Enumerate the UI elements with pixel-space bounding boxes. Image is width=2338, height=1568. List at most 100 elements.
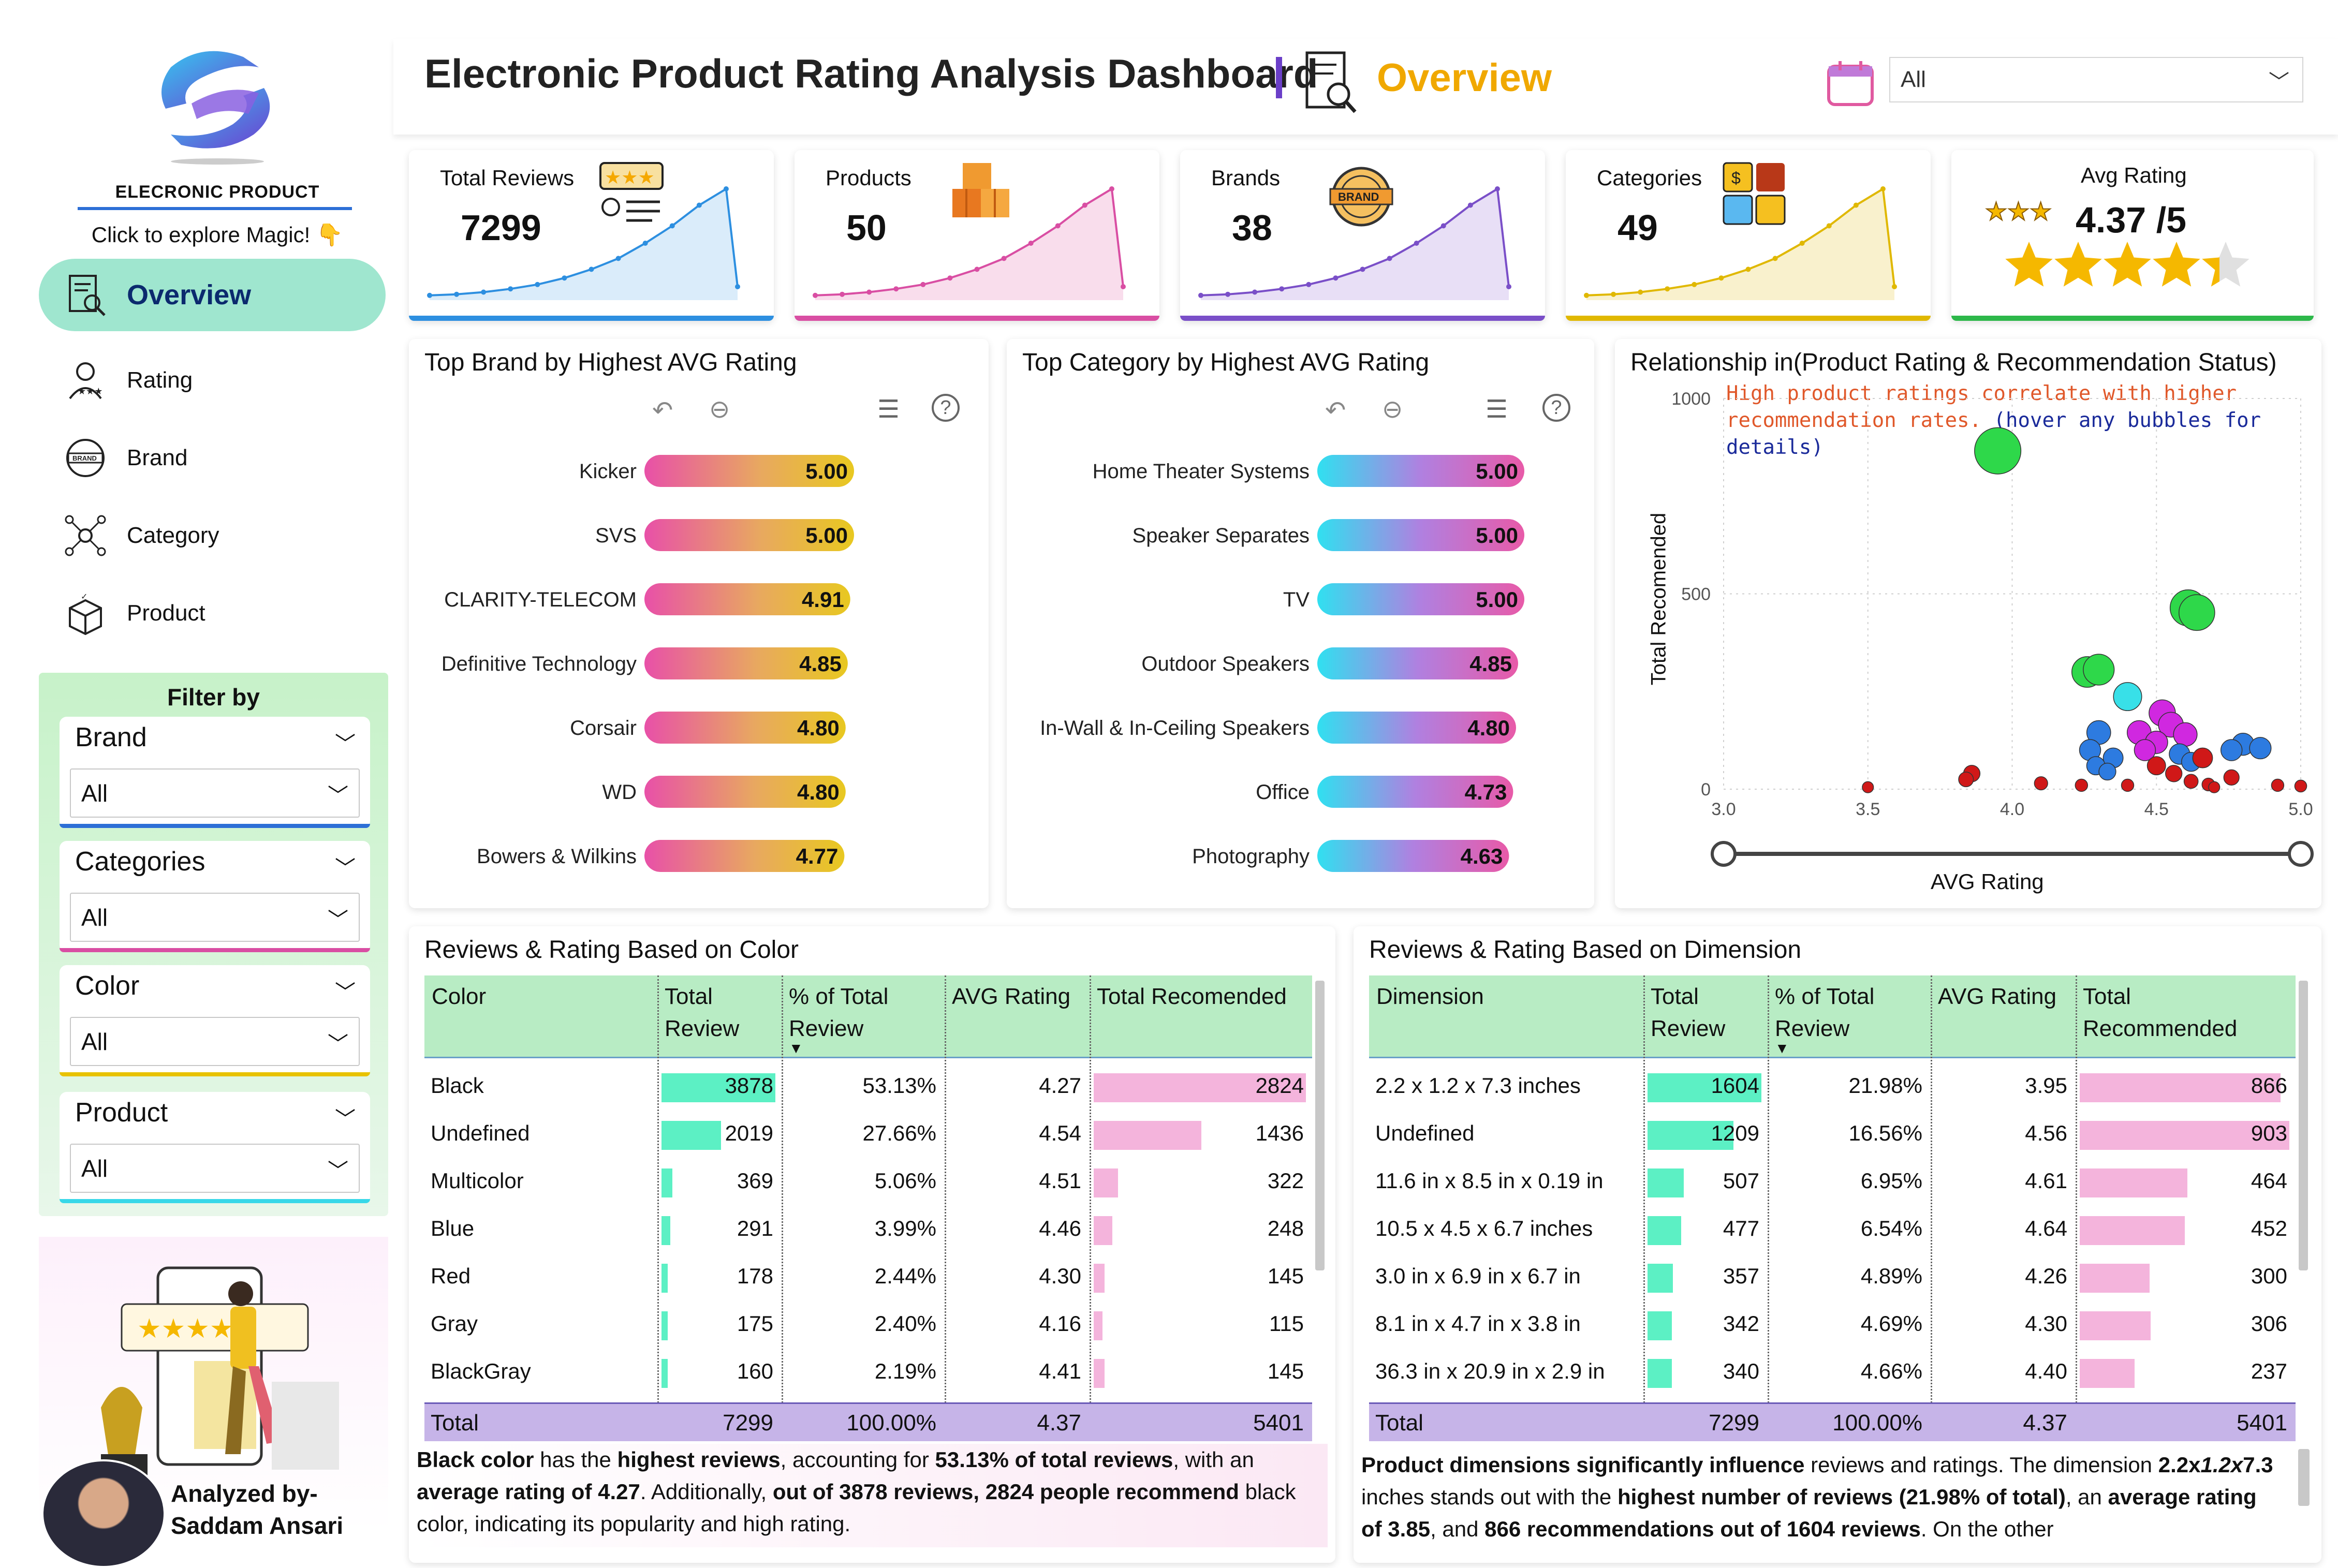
data-bar [1648,1073,1761,1102]
table-scrollbar[interactable] [1315,981,1325,1270]
column-header[interactable]: AVG Rating [1938,984,2057,1009]
nav-overview[interactable]: Overview [39,259,386,331]
total-cell: 4.37 [2023,1410,2067,1436]
table-row[interactable]: 2.2 x 1.2 x 7.3 inches 1604 21.98% 3.95 866 [1369,1066,2296,1114]
table-row[interactable]: 36.3 in x 20.9 in x 2.9 in 340 4.66% 4.40 23… [1369,1352,2296,1399]
svg-text:BRAND: BRAND [72,454,97,462]
list-icon[interactable]: ☰ [877,396,900,423]
column-header[interactable]: % of Total Review [789,984,889,1041]
nav-category[interactable]: Category [39,505,386,567]
column-divider [1643,975,1645,1412]
table-row[interactable]: Black 3878 53.13% 4.27 2824 [424,1066,1312,1114]
total-cell: 7299 [723,1410,773,1436]
chevron-down-icon[interactable]: ﹀ [335,857,356,880]
table-row[interactable]: BlackGray 160 2.19% 4.41 145 [424,1352,1312,1399]
list-icon[interactable]: ☰ [1486,396,1508,423]
column-header[interactable]: Total Review [665,984,740,1041]
brand-slicer[interactable]: Brand ﹀ All ﹀ [60,717,370,828]
color-table[interactable]: Color Total Review % of Total Review AVG Ra… [424,975,1325,1441]
product-slicer[interactable]: Product ﹀ All ﹀ [60,1092,370,1203]
sparkline-point [974,267,980,272]
scatter-chart[interactable]: 3.0 3.5 4.0 4.5 5.0 0 500 1000 [1615,339,2321,908]
table-row[interactable]: Undefined 1209 16.56% 4.56 903 [1369,1114,2296,1161]
drill-up-icon[interactable]: ↶ [652,397,673,424]
nav-brand[interactable]: BRAND Brand [39,427,386,489]
table-row[interactable]: 10.5 x 4.5 x 6.7 inches 477 6.54% 4.64 452 [1369,1209,2296,1256]
insight-scrollbar[interactable] [2298,1449,2310,1506]
table-row[interactable]: Undefined 2019 27.66% 4.54 1436 [424,1114,1312,1161]
insight-text: black color, indicating its popularity a… [417,1480,1296,1536]
table-cell: 5.06% [874,1168,936,1193]
kpi-categories[interactable]: Categories 49 $ [1566,150,1931,321]
bar-category-label: In-Wall & In-Ceiling Speakers [1040,717,1310,739]
column-header[interactable]: Total Review [1651,984,1726,1041]
column-header[interactable]: Color [432,984,487,1009]
scatter-annotation-hint: (hover any bubbles for details) [1726,409,2261,459]
sparkline-point [1692,282,1697,287]
color-dropdown[interactable]: All ﹀ [70,1017,360,1066]
rating-star [2153,242,2200,287]
sort-desc-icon[interactable]: ▼ [789,1040,803,1056]
table-row[interactable]: 3.0 in x 6.9 in x 6.7 in 357 4.89% 4.26 300 [1369,1256,2296,1304]
table-row[interactable]: Multicolor 369 5.06% 4.51 322 [424,1161,1312,1209]
color-slicer[interactable]: Color ﹀ All ﹀ [60,965,370,1076]
nav-product[interactable]: ✓ Product [39,582,386,644]
svg-text:✓: ✓ [81,593,87,601]
table-cell: Gray [431,1311,478,1336]
categories-dropdown[interactable]: All ﹀ [70,893,360,942]
total-cell: 7299 [1709,1410,1759,1436]
svg-text:★★★: ★★★ [605,167,655,188]
column-header[interactable]: Dimension [1376,984,1484,1009]
kpi-total-reviews[interactable]: Total Reviews 7299 ★★★ [409,150,774,321]
chevron-down-icon[interactable]: ﹀ [335,733,356,756]
table-cell: 4.41 [1039,1359,1081,1383]
brand-dropdown[interactable]: All ﹀ [70,768,360,818]
data-bar [2080,1168,2188,1197]
column-divider [2076,975,2077,1412]
filter-title: Filter by [167,684,260,711]
table-row[interactable]: Gray 175 2.40% 4.16 115 [424,1304,1312,1352]
product-dropdown[interactable]: All ﹀ [70,1144,360,1193]
kpi-brands[interactable]: Brands 38 BRAND [1180,150,1545,321]
y-tick-label: 0 [1701,780,1711,800]
help-icon[interactable]: ? [932,394,960,422]
insight-text: highest number of reviews (21.98% of tot… [1617,1485,2066,1509]
dimension-table[interactable]: Dimension Total Review % of Total Review AV… [1369,975,2308,1441]
zoom-out-icon[interactable]: ⊖ [1382,396,1403,423]
table-cell: Undefined [431,1121,530,1145]
date-filter-dropdown[interactable]: All ﹀ [1889,57,2303,102]
sparkline-point [615,256,621,261]
brand-slicer-label: Brand [75,722,147,752]
column-header[interactable]: AVG Rating [952,984,1071,1009]
page-title: Electronic Product Rating Analysis Dashb… [424,51,1318,96]
table-row[interactable]: 11.6 in x 8.5 in x 0.19 in 507 6.95% 4.61 46… [1369,1161,2296,1209]
kpi-value: 50 [846,208,887,248]
chevron-down-icon[interactable]: ﹀ [335,981,356,1004]
dimension-table-title: Reviews & Rating Based on Dimension [1369,936,1802,964]
author-credit: Analyzed by- Saddam Ansari [171,1477,343,1542]
kpi-avg-rating[interactable]: Avg Rating 4.37 /5 ★★★ [1951,150,2314,321]
filter-panel: Filter by Brand ﹀ All ﹀ Categories ﹀ All ﹀… [39,673,388,1216]
column-header[interactable]: Total Recomended [1097,984,1287,1009]
scatter-point [2075,778,2089,792]
drill-up-icon[interactable]: ↶ [1325,397,1346,424]
column-header[interactable]: Total Recommended [2083,984,2238,1041]
kpi-products[interactable]: Products 50 [795,150,1159,321]
table-row[interactable]: Blue 291 3.99% 4.46 248 [424,1209,1312,1256]
column-header[interactable]: % of Total Review [1775,984,1875,1041]
table-row[interactable]: Red 178 2.44% 4.30 145 [424,1256,1312,1304]
table-row[interactable]: 8.1 in x 4.7 in x 3.8 in 342 4.69% 4.30 306 [1369,1304,2296,1352]
chevron-down-icon[interactable]: ﹀ [335,1108,356,1131]
column-divider [1090,975,1091,1412]
table-header: Dimension Total Review % of Total Review AV… [1369,975,2296,1058]
bar-category-label: Bowers & Wilkins [477,845,637,868]
bar [1317,519,1524,551]
categories-slicer[interactable]: Categories ﹀ All ﹀ [60,841,370,952]
table-scrollbar[interactable] [2299,981,2308,1270]
nav-rating[interactable]: ★★★ Rating [39,349,386,411]
help-icon[interactable]: ? [1542,394,1570,422]
sort-desc-icon[interactable]: ▼ [1775,1040,1789,1056]
sparkline-point [1306,282,1312,287]
sparkline-point [1440,223,1446,229]
zoom-out-icon[interactable]: ⊖ [709,396,730,423]
